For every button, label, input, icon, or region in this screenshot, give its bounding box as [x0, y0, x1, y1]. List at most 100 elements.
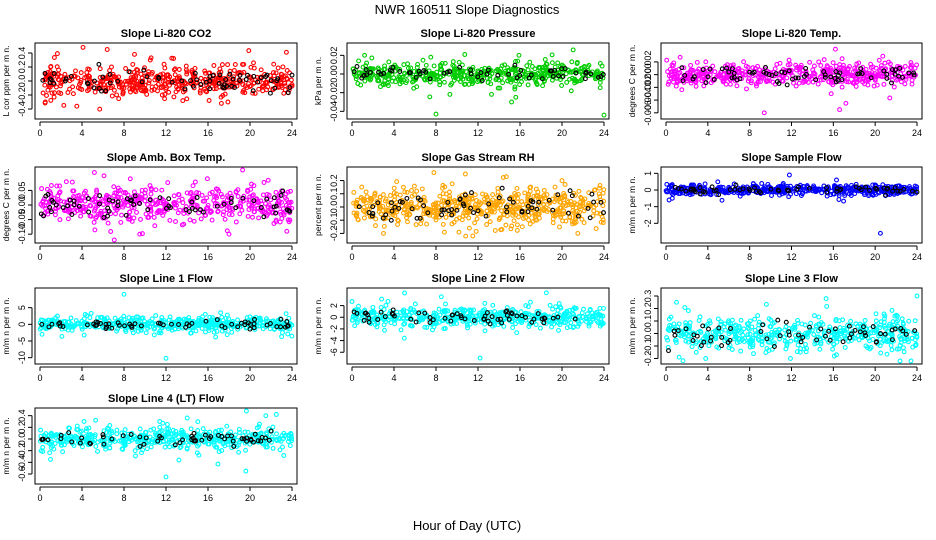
data-point — [404, 73, 409, 78]
data-point — [52, 90, 57, 96]
x-tick-label: 8 — [747, 252, 752, 262]
data-point — [273, 70, 279, 76]
data-point — [139, 79, 145, 85]
data-point — [411, 183, 417, 189]
data-point — [901, 349, 907, 355]
y-axis-label: m/m n per m n. — [1, 297, 11, 354]
data-point — [387, 67, 393, 73]
x-tick-label: 16 — [203, 252, 213, 262]
data-point — [537, 65, 543, 70]
data-point — [741, 59, 747, 65]
data-point — [110, 71, 116, 77]
y-tick-label: 2 — [329, 303, 339, 308]
data-point — [111, 87, 117, 93]
data-point — [362, 78, 368, 84]
data-point — [727, 81, 733, 87]
data-point — [96, 61, 102, 67]
x-tick-label: 4 — [705, 128, 710, 138]
panel-title: Slope Sample Flow — [741, 152, 842, 164]
data-point — [162, 91, 168, 97]
data-point — [245, 213, 251, 219]
data-point — [385, 76, 391, 82]
data-point — [63, 76, 69, 82]
data-point — [679, 87, 685, 93]
data-point — [664, 57, 670, 63]
y-tick-label: -5 — [17, 337, 27, 345]
x-tick-label: 12 — [473, 252, 483, 262]
data-point — [240, 61, 245, 67]
data-point — [889, 347, 895, 353]
data-point — [549, 60, 555, 66]
x-tick-label: 20 — [557, 252, 567, 262]
data-point — [235, 194, 241, 199]
data-point — [808, 320, 814, 326]
data-point — [534, 81, 540, 87]
data-point — [362, 52, 368, 58]
data-point — [456, 59, 462, 65]
data-point — [462, 171, 468, 177]
data-point — [198, 82, 204, 87]
data-point — [834, 177, 839, 183]
data-point — [784, 82, 790, 88]
data-point — [280, 64, 286, 70]
data-point — [263, 74, 269, 79]
data-point — [51, 80, 57, 86]
data-point — [132, 51, 137, 57]
data-point — [382, 81, 388, 87]
data-point — [583, 70, 589, 76]
data-point — [145, 202, 150, 207]
data-point — [378, 304, 384, 310]
data-point — [391, 75, 397, 81]
data-point — [103, 85, 109, 91]
data-point — [685, 308, 691, 314]
data-point — [573, 68, 579, 74]
data-point — [97, 75, 103, 80]
data-point — [247, 84, 253, 89]
data-point — [39, 186, 45, 192]
y-tick-label: 0 — [17, 322, 27, 327]
data-point — [505, 78, 511, 84]
data-point — [48, 97, 54, 103]
data-point — [567, 188, 573, 194]
data-point — [105, 220, 111, 226]
data-point — [92, 78, 97, 84]
data-point — [481, 72, 487, 78]
data-point — [447, 91, 453, 97]
data-point — [502, 62, 508, 68]
data-point — [54, 51, 60, 57]
data-point — [121, 291, 127, 297]
data-point — [75, 75, 81, 81]
data-point — [161, 61, 167, 67]
data-point — [423, 72, 429, 78]
data-point — [413, 222, 419, 228]
x-tick-label: 20 — [557, 373, 567, 383]
data-point — [350, 66, 356, 72]
data-point — [475, 74, 481, 80]
data-point — [48, 183, 54, 188]
data-point — [485, 67, 491, 73]
x-tick-label: 8 — [121, 128, 126, 138]
data-point — [59, 333, 65, 339]
data-point — [146, 78, 152, 83]
data-point — [153, 187, 159, 193]
data-point — [171, 193, 177, 199]
data-point — [541, 187, 547, 193]
data-point — [550, 220, 556, 226]
data-point — [492, 228, 498, 233]
data-point — [786, 57, 792, 63]
data-point — [568, 88, 574, 94]
x-tick-label: 0 — [663, 252, 668, 262]
data-point — [815, 81, 821, 87]
data-point — [282, 80, 288, 86]
data-point — [194, 77, 200, 83]
data-point — [734, 83, 740, 89]
data-point — [571, 77, 577, 83]
y-tick-label: -0.1 — [329, 212, 339, 228]
data-point — [374, 75, 380, 81]
data-point — [217, 66, 223, 72]
data-point — [432, 72, 438, 78]
data-point — [406, 70, 412, 76]
data-point — [522, 190, 528, 196]
